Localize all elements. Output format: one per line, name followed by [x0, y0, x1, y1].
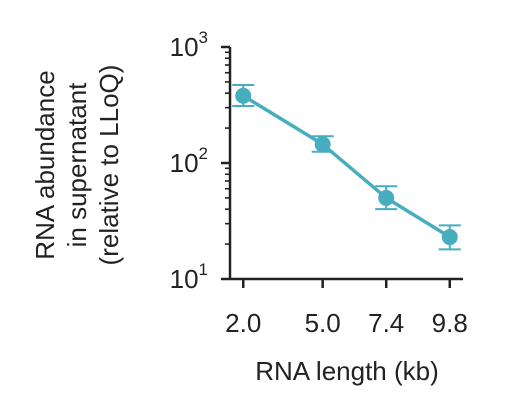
- y-axis-title-line-1: RNA abundance: [30, 70, 60, 259]
- data-point: [235, 87, 252, 104]
- y-tick-label: 102: [170, 144, 208, 178]
- y-tick-base: 10: [170, 264, 199, 294]
- y-tick-exponent: 3: [199, 28, 208, 47]
- series-line: [242, 94, 451, 239]
- y-axis-title-line-2: in supernatant: [62, 82, 92, 248]
- data-point: [441, 229, 458, 246]
- y-tick-base: 10: [170, 32, 199, 62]
- x-tick-label: 7.4: [368, 308, 404, 338]
- data-point: [314, 136, 331, 153]
- data-point: [378, 189, 395, 206]
- y-axis-title-line-3: (relative to LLoQ): [94, 65, 124, 266]
- y-tick-label: 101: [170, 260, 208, 294]
- x-axis: 2.0 5.0 7.4 9.8: [225, 277, 468, 338]
- x-tick-label: 2.0: [225, 308, 261, 338]
- y-tick-exponent: 2: [199, 144, 208, 163]
- x-axis-title: RNA length (kb): [255, 356, 439, 386]
- y-tick-exponent: 1: [199, 260, 208, 279]
- x-tick-label: 9.8: [432, 308, 468, 338]
- y-tick-base: 10: [170, 148, 199, 178]
- plot-area: [232, 84, 461, 251]
- x-ticks: 2.0 5.0 7.4 9.8: [225, 279, 468, 338]
- y-axis-title: RNA abundance in supernatant (relative t…: [30, 65, 124, 266]
- x-tick-label: 5.0: [305, 308, 341, 338]
- y-tick-label: 103: [170, 28, 208, 62]
